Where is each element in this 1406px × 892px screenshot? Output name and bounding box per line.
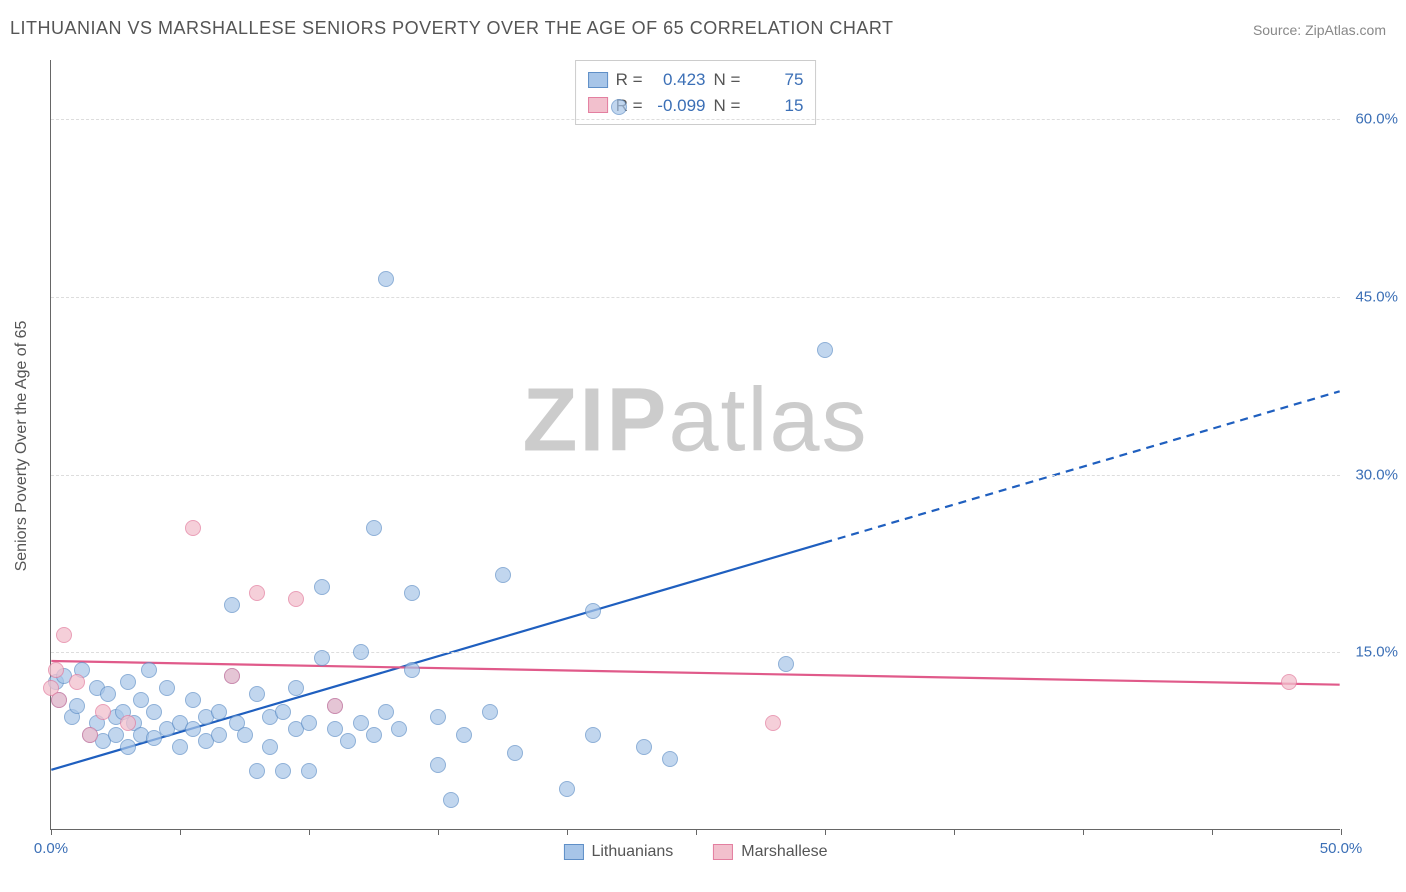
scatter-point <box>327 721 343 737</box>
scatter-point <box>585 603 601 619</box>
scatter-point <box>585 727 601 743</box>
scatter-point <box>185 520 201 536</box>
x-tick <box>696 829 697 835</box>
stats-legend: R = 0.423 N = 75 R = -0.099 N = 15 <box>575 60 817 125</box>
scatter-point <box>224 597 240 613</box>
legend-label-1: Marshallese <box>741 843 827 861</box>
scatter-point <box>314 579 330 595</box>
scatter-point <box>146 704 162 720</box>
x-tick <box>954 829 955 835</box>
chart-title: LITHUANIAN VS MARSHALLESE SENIORS POVERT… <box>10 18 894 39</box>
bottom-legend: Lithuanians Marshallese <box>563 843 827 861</box>
x-tick <box>1083 829 1084 835</box>
y-tick-label: 15.0% <box>1355 644 1398 661</box>
scatter-point <box>275 704 291 720</box>
scatter-point <box>495 567 511 583</box>
gridline <box>51 297 1340 298</box>
x-tick-label: 50.0% <box>1320 840 1363 857</box>
gridline <box>51 119 1340 120</box>
scatter-point <box>482 704 498 720</box>
scatter-point <box>51 692 67 708</box>
y-tick-label: 45.0% <box>1355 288 1398 305</box>
scatter-point <box>366 520 382 536</box>
scatter-point <box>141 662 157 678</box>
trend-lines-svg <box>51 60 1340 829</box>
stats-r-value-1: -0.099 <box>651 93 706 119</box>
scatter-point <box>159 680 175 696</box>
x-tick <box>1341 829 1342 835</box>
stats-n-value-1: 15 <box>748 93 803 119</box>
scatter-point <box>288 591 304 607</box>
scatter-point <box>353 715 369 731</box>
legend-item-marshallese: Marshallese <box>713 843 827 861</box>
x-tick <box>180 829 181 835</box>
swatch-lithuanians <box>588 72 608 88</box>
scatter-point <box>69 674 85 690</box>
x-tick <box>825 829 826 835</box>
gridline <box>51 475 1340 476</box>
chart-container: LITHUANIAN VS MARSHALLESE SENIORS POVERT… <box>0 0 1406 892</box>
source-name: ZipAtlas.com <box>1305 22 1386 38</box>
stats-r-label: R = <box>616 67 643 93</box>
y-axis-title: Seniors Poverty Over the Age of 65 <box>13 321 31 572</box>
y-tick-label: 60.0% <box>1355 111 1398 128</box>
scatter-point <box>82 727 98 743</box>
scatter-point <box>172 739 188 755</box>
y-tick-label: 30.0% <box>1355 466 1398 483</box>
scatter-point <box>353 644 369 660</box>
scatter-point <box>559 781 575 797</box>
source-label: Source: <box>1253 22 1305 38</box>
x-tick <box>1212 829 1213 835</box>
scatter-point <box>69 698 85 714</box>
scatter-point <box>327 698 343 714</box>
scatter-point <box>237 727 253 743</box>
stats-row-lithuanians: R = 0.423 N = 75 <box>588 67 804 93</box>
scatter-point <box>366 727 382 743</box>
x-tick <box>309 829 310 835</box>
legend-label-0: Lithuanians <box>591 843 673 861</box>
scatter-point <box>314 650 330 666</box>
gridline <box>51 652 1340 653</box>
scatter-point <box>95 704 111 720</box>
scatter-point <box>301 763 317 779</box>
scatter-point <box>100 686 116 702</box>
scatter-point <box>340 733 356 749</box>
scatter-point <box>224 668 240 684</box>
source-attribution: Source: ZipAtlas.com <box>1253 22 1386 38</box>
scatter-point <box>430 757 446 773</box>
scatter-point <box>185 692 201 708</box>
stats-n-label: N = <box>714 93 741 119</box>
stats-n-label: N = <box>714 67 741 93</box>
x-tick <box>438 829 439 835</box>
scatter-point <box>275 763 291 779</box>
scatter-point <box>662 751 678 767</box>
scatter-point <box>133 692 149 708</box>
scatter-point <box>611 99 627 115</box>
scatter-point <box>378 704 394 720</box>
scatter-point <box>56 627 72 643</box>
legend-swatch-lithuanians <box>563 844 583 860</box>
scatter-point <box>456 727 472 743</box>
scatter-point <box>288 680 304 696</box>
stats-n-value-0: 75 <box>748 67 803 93</box>
stats-r-value-0: 0.423 <box>651 67 706 93</box>
legend-item-lithuanians: Lithuanians <box>563 843 673 861</box>
plot-area: ZIPatlas R = 0.423 N = 75 R = -0.099 N =… <box>50 60 1340 830</box>
swatch-marshallese <box>588 97 608 113</box>
x-tick <box>567 829 568 835</box>
x-tick-label: 0.0% <box>34 840 68 857</box>
scatter-point <box>211 704 227 720</box>
x-tick <box>51 829 52 835</box>
scatter-point <box>211 727 227 743</box>
legend-swatch-marshallese <box>713 844 733 860</box>
